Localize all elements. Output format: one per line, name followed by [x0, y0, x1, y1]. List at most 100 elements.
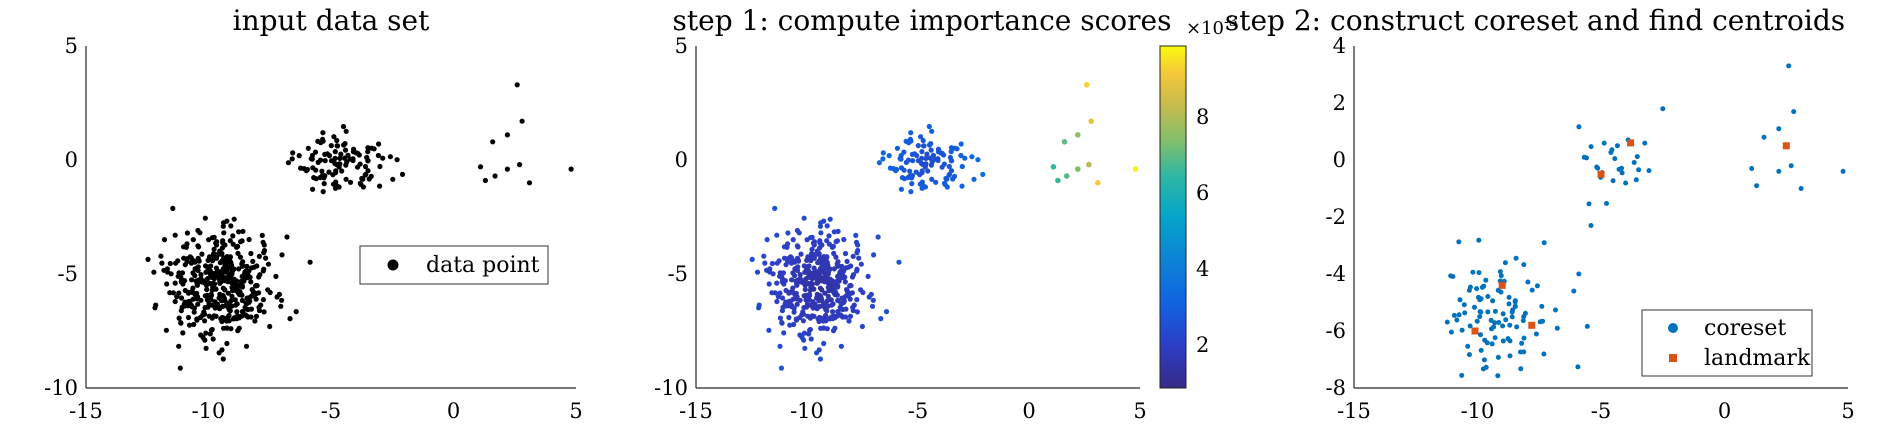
scored-point [802, 346, 807, 351]
scored-point [1075, 166, 1081, 172]
data-point [232, 285, 237, 290]
data-point [196, 244, 201, 249]
coreset-point [1514, 324, 1519, 329]
coreset-point [1604, 201, 1609, 206]
data-point [224, 275, 229, 280]
colorbar-exponent-base: ×10 [1186, 18, 1224, 39]
data-point [199, 252, 204, 257]
data-point [217, 295, 222, 300]
scored-point [878, 316, 883, 321]
data-point [151, 270, 156, 275]
scatter-points [750, 82, 1139, 371]
scored-point [950, 176, 955, 181]
scored-point [1133, 166, 1139, 172]
data-point [202, 338, 207, 343]
data-point [205, 305, 210, 310]
scored-point [780, 305, 785, 310]
data-point [249, 314, 254, 319]
data-point [248, 251, 253, 256]
data-point [321, 175, 326, 180]
panel-coreset-centroids: step 2: construct coreset and find centr… [1225, 4, 1855, 423]
scored-point [908, 130, 913, 135]
data-point [177, 316, 182, 321]
coreset-point [1611, 178, 1616, 183]
coreset-point [1489, 326, 1494, 331]
data-point [224, 325, 229, 330]
data-point [235, 244, 240, 249]
x-tick-label: -10 [790, 399, 824, 423]
scored-point [791, 237, 796, 242]
data-point [351, 149, 356, 154]
legend: coreset landmark [1642, 310, 1812, 376]
data-point [236, 290, 241, 295]
data-point [306, 146, 311, 151]
data-point [211, 336, 216, 341]
data-point [363, 164, 368, 169]
scored-point [842, 275, 847, 280]
data-point [180, 270, 185, 275]
data-point [369, 146, 374, 151]
coreset-point [1472, 305, 1477, 310]
coreset-point [1632, 160, 1637, 165]
scored-point [912, 151, 917, 156]
scored-point [927, 124, 932, 129]
scored-point [1051, 164, 1057, 170]
scored-point [835, 261, 840, 266]
data-point [158, 254, 163, 259]
scored-point [845, 259, 850, 264]
data-point [189, 277, 194, 282]
scored-point [860, 324, 865, 329]
coreset-point [1483, 278, 1488, 283]
coreset-point [1465, 344, 1470, 349]
coreset-point [1575, 364, 1580, 369]
panel-title: input data set [233, 4, 431, 37]
scored-point [830, 301, 835, 306]
data-point [179, 295, 184, 300]
data-point [323, 158, 328, 163]
scored-point [821, 254, 826, 259]
colorbar-tick-label: 8 [1196, 105, 1209, 129]
data-point [267, 324, 272, 329]
coreset-point [1462, 302, 1467, 307]
data-point [256, 274, 261, 279]
data-point [478, 164, 483, 169]
scored-point [823, 313, 828, 318]
data-point [339, 168, 344, 173]
y-tick-label: 0 [675, 148, 688, 172]
data-point [261, 240, 266, 245]
coreset-point [1490, 298, 1495, 303]
scored-point [969, 154, 974, 159]
scored-point [943, 176, 948, 181]
data-point [222, 316, 227, 321]
scored-point [798, 272, 803, 277]
scored-point [936, 149, 941, 154]
y-tick-label: -6 [1326, 319, 1346, 343]
coreset-point [1518, 350, 1523, 355]
scored-point [822, 291, 827, 296]
coreset-point [1608, 150, 1613, 155]
data-point [180, 330, 185, 335]
data-point [180, 305, 185, 310]
scored-point [818, 286, 823, 291]
scored-point [925, 168, 930, 173]
data-point [205, 297, 210, 302]
data-point [337, 162, 342, 167]
x-tick-label: -5 [321, 399, 341, 423]
scored-point [839, 344, 844, 349]
data-point [226, 305, 231, 310]
coreset-point [1534, 332, 1539, 337]
scored-point [902, 176, 907, 181]
scored-point [825, 223, 830, 228]
scored-point [801, 338, 806, 343]
scored-point [848, 314, 853, 319]
y-tick-label: 0 [1333, 148, 1346, 172]
data-point [170, 206, 175, 211]
data-point [198, 272, 203, 277]
coreset-point [1508, 338, 1513, 343]
scored-point [794, 282, 799, 287]
coreset-point [1476, 238, 1481, 243]
legend: data point [360, 246, 548, 284]
coreset-point [1467, 352, 1472, 357]
scored-point [811, 305, 816, 310]
